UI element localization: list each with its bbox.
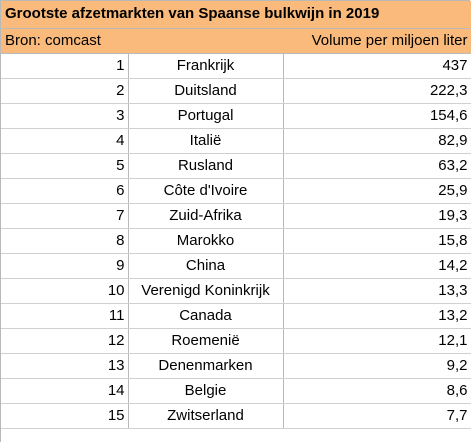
table-title[interactable]: Grootste afzetmarkten van Spaanse bulkwi… [1,1,471,29]
table-row: 7 Zuid-Afrika 19,3 [1,203,471,229]
volume-cell[interactable]: 437 [283,53,471,79]
table-row: 8 Marokko 15,8 [1,228,471,254]
volume-cell[interactable]: 12,1 [283,328,471,354]
rank-cell[interactable]: 6 [1,178,129,204]
country-cell[interactable]: Marokko [128,228,284,254]
header-country-cell[interactable] [128,28,284,54]
country-cell[interactable]: Côte d'Ivoire [128,178,284,204]
country-cell[interactable]: China [128,253,284,279]
volume-cell[interactable]: 154,6 [283,103,471,129]
country-cell[interactable]: Verenigd Koninkrijk [128,278,284,304]
title-row: Grootste afzetmarkten van Spaanse bulkwi… [1,1,471,29]
volume-cell[interactable]: 7,7 [283,403,471,429]
rank-cell[interactable]: 2 [1,78,129,104]
table-row: 4 Italië 82,9 [1,128,471,154]
header-source-cell[interactable]: Bron: comcast [1,28,129,54]
country-cell[interactable]: Denenmarken [128,353,284,379]
volume-cell[interactable]: 14,2 [283,253,471,279]
table-row: 10 Verenigd Koninkrijk 13,3 [1,278,471,304]
volume-cell[interactable]: 63,2 [283,153,471,179]
table-row: 3 Portugal 154,6 [1,103,471,129]
rank-cell[interactable]: 9 [1,253,129,279]
country-cell[interactable]: Portugal [128,103,284,129]
table-row: 13 Denenmarken 9,2 [1,353,471,379]
table-row: 12 Roemenië 12,1 [1,328,471,354]
rank-cell[interactable]: 13 [1,353,129,379]
country-cell[interactable]: Roemenië [128,328,284,354]
rank-cell[interactable]: 1 [1,53,129,79]
country-cell[interactable]: Zwitserland [128,403,284,429]
country-cell[interactable]: Zuid-Afrika [128,203,284,229]
bulk-wine-markets-table: Grootste afzetmarkten van Spaanse bulkwi… [1,1,471,429]
volume-cell[interactable]: 13,2 [283,303,471,329]
rank-cell[interactable]: 7 [1,203,129,229]
rank-cell[interactable]: 4 [1,128,129,154]
rank-cell[interactable]: 15 [1,403,129,429]
volume-cell[interactable]: 13,3 [283,278,471,304]
rank-cell[interactable]: 5 [1,153,129,179]
country-cell[interactable]: Canada [128,303,284,329]
volume-cell[interactable]: 25,9 [283,178,471,204]
volume-cell[interactable]: 19,3 [283,203,471,229]
table-row: 14 Belgie 8,6 [1,378,471,404]
rank-cell[interactable]: 3 [1,103,129,129]
rank-cell[interactable]: 11 [1,303,129,329]
table-row: 9 China 14,2 [1,253,471,279]
country-cell[interactable]: Duitsland [128,78,284,104]
table-row: 2 Duitsland 222,3 [1,78,471,104]
rank-cell[interactable]: 10 [1,278,129,304]
table-row: 6 Côte d'Ivoire 25,9 [1,178,471,204]
rank-cell[interactable]: 12 [1,328,129,354]
volume-cell[interactable]: 9,2 [283,353,471,379]
country-cell[interactable]: Italië [128,128,284,154]
table-row: 1 Frankrijk 437 [1,53,471,79]
volume-cell[interactable]: 222,3 [283,78,471,104]
country-cell[interactable]: Frankrijk [128,53,284,79]
volume-cell[interactable]: 15,8 [283,228,471,254]
table-row: 11 Canada 13,2 [1,303,471,329]
country-cell[interactable]: Belgie [128,378,284,404]
volume-cell[interactable]: 82,9 [283,128,471,154]
header-row: Bron: comcast Volume per miljoen liter [1,28,471,54]
table-row: 15 Zwitserland 7,7 [1,403,471,429]
table-row: 5 Rusland 63,2 [1,153,471,179]
rank-cell[interactable]: 8 [1,228,129,254]
country-cell[interactable]: Rusland [128,153,284,179]
header-volume-cell[interactable]: Volume per miljoen liter [283,28,471,54]
rank-cell[interactable]: 14 [1,378,129,404]
volume-cell[interactable]: 8,6 [283,378,471,404]
